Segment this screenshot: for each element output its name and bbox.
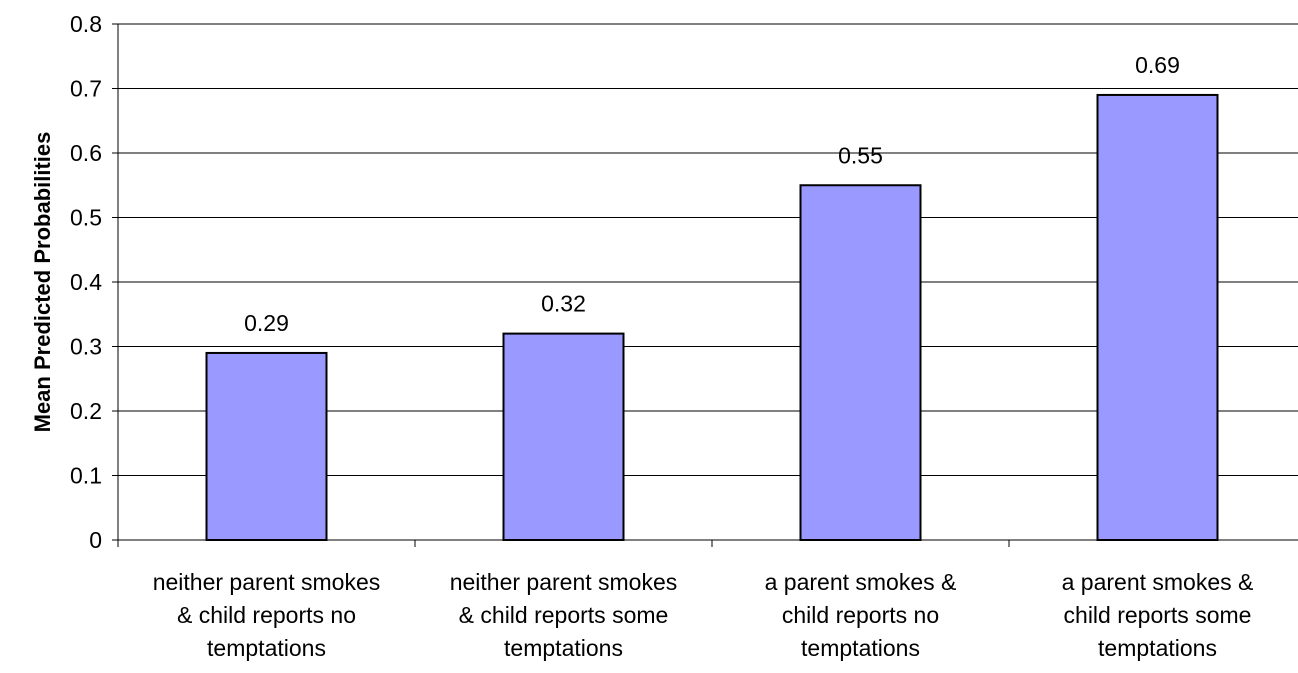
y-tick-label: 0.5 [70,205,102,231]
category-label: neither parent smokes [450,569,678,595]
category-label: child reports no [782,602,939,628]
category-label: temptations [504,635,623,661]
y-tick-label: 0.4 [70,269,102,295]
category-label: a parent smokes & [765,569,957,595]
bar [504,334,624,540]
category-label: temptations [207,635,326,661]
bars [207,95,1218,540]
data-label: 0.69 [1135,52,1180,78]
category-label: child reports some [1064,602,1252,628]
labels: 0 0.1 0.2 0.3 0.4 0.5 0.6 0.7 0.8 0.29 neither par… [70,11,1253,661]
category-label: & child reports no [177,602,356,628]
bar [207,353,327,540]
data-label: 0.32 [541,291,586,317]
y-axis-title: Mean Predicted Probabilities [30,132,55,433]
y-tick-label: 0.8 [70,11,102,37]
data-label: 0.29 [244,310,289,336]
y-tick-label: 0.2 [70,398,102,424]
category-label: a parent smokes & [1062,569,1254,595]
y-tick-label: 0.1 [70,463,102,489]
bar [1098,95,1218,540]
category-label: temptations [1098,635,1217,661]
y-tick-label: 0 [89,527,102,553]
category-label: temptations [801,635,920,661]
bar [801,185,921,540]
category-label: & child reports some [459,602,669,628]
category-label: neither parent smokes [153,569,381,595]
data-label: 0.55 [838,142,883,168]
y-tick-label: 0.6 [70,140,102,166]
y-tick-label: 0.7 [70,76,102,102]
y-tick-label: 0.3 [70,334,102,360]
